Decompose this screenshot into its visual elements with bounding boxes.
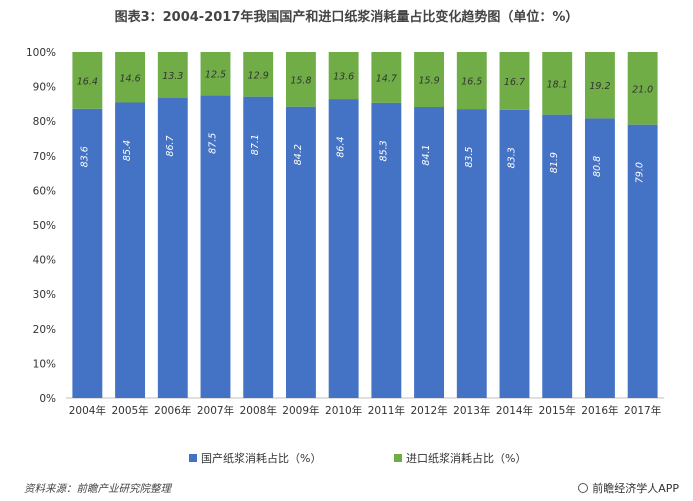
chart-svg: 0% 10% 20% 30% 40% 50% 60% 70% 80% 90% 100% 2004年 20… [26, 47, 664, 417]
bar-domestic [72, 108, 103, 398]
bar-domestic [200, 95, 231, 398]
data-label-import: 12.9 [248, 70, 269, 81]
data-label-domestic: 86.4 [336, 136, 347, 157]
x-tick-label: 2017年 [624, 404, 661, 417]
data-label-import: 21.0 [632, 84, 653, 95]
bar-import [115, 52, 146, 103]
bar-domestic [456, 109, 487, 398]
y-tick-label: 30% [33, 289, 56, 301]
legend-swatch-import [394, 454, 402, 462]
bar-domestic [542, 114, 573, 398]
data-label-domestic: 81.9 [549, 152, 560, 173]
data-label-import: 14.7 [376, 73, 397, 84]
data-label-import: 16.7 [504, 77, 525, 88]
bar-import [72, 52, 103, 109]
bar-domestic [371, 102, 402, 398]
bar-domestic [328, 99, 359, 398]
x-tick-label: 2013年 [453, 404, 490, 417]
legend-label-import: 进口纸浆消耗占比（%） [406, 452, 527, 465]
data-label-import: 13.6 [333, 72, 354, 83]
bar-import [157, 52, 188, 99]
x-tick-label: 2011年 [368, 404, 405, 417]
y-tick-label: 70% [33, 151, 56, 163]
data-label-domestic: 84.2 [293, 144, 304, 165]
brand-logo-icon [578, 483, 589, 493]
bar-import [456, 52, 487, 110]
x-tick-label: 2012年 [410, 404, 447, 417]
x-tick-label: 2014年 [496, 404, 533, 417]
legend-swatch-domestic [189, 454, 197, 462]
data-label-import: 15.8 [290, 75, 311, 86]
data-label-domestic: 87.5 [208, 133, 219, 154]
data-label-domestic: 84.1 [421, 144, 432, 165]
data-label-domestic: 79.0 [635, 162, 646, 183]
brand-mark: 前瞻经济学人APP [578, 480, 679, 496]
bar-import [499, 52, 530, 110]
bar-domestic [414, 107, 445, 398]
y-tick-label: 10% [33, 358, 56, 370]
data-label-domestic: 83.3 [507, 147, 518, 168]
data-label-import: 12.5 [205, 70, 226, 81]
bar-domestic [157, 98, 188, 398]
y-tick-label: 20% [33, 324, 56, 336]
data-label-import: 14.6 [119, 73, 140, 84]
y-tick-label: 80% [33, 116, 56, 128]
y-tick-label: 40% [33, 255, 56, 267]
source-note: 资料来源：前瞻产业研究院整理 [24, 483, 171, 495]
data-label-import: 13.3 [162, 71, 183, 82]
bar-import [627, 52, 658, 125]
data-label-import: 16.5 [461, 77, 482, 88]
y-tick-label: 60% [33, 185, 56, 197]
data-label-domestic: 85.3 [378, 140, 389, 161]
y-tick-label: 0% [39, 393, 56, 405]
bar-import [542, 52, 573, 115]
legend: 国产纸浆消耗占比（%） 进口纸浆消耗占比（%） [0, 450, 693, 466]
brand-label: 前瞻经济学人APP [592, 482, 679, 495]
x-tick-label: 2006年 [154, 404, 191, 417]
bar-import [371, 52, 402, 103]
bar-domestic [627, 124, 658, 398]
bar-import [285, 52, 316, 107]
x-tick-label: 2007年 [197, 404, 234, 417]
bar-import [584, 52, 615, 119]
data-label-import: 18.1 [547, 79, 568, 90]
data-label-import: 16.4 [77, 76, 98, 87]
bar-domestic [499, 109, 530, 399]
x-tick-label: 2004年 [69, 404, 106, 417]
legend-item-domestic: 国产纸浆消耗占比（%） [189, 450, 321, 466]
bar-import [243, 52, 274, 97]
bar-import [414, 52, 445, 108]
bar-domestic [115, 102, 146, 399]
data-label-domestic: 83.5 [464, 147, 475, 168]
x-tick-label: 2008年 [240, 404, 277, 417]
data-label-domestic: 86.7 [165, 135, 176, 156]
data-label-domestic: 80.8 [592, 156, 603, 177]
data-label-domestic: 87.1 [250, 134, 261, 155]
bar-domestic [285, 106, 316, 398]
legend-label-domestic: 国产纸浆消耗占比（%） [201, 452, 322, 465]
x-tick-label: 2009年 [282, 404, 319, 417]
x-tick-label: 2016年 [581, 404, 618, 417]
x-tick-label: 2010年 [325, 404, 362, 417]
y-tick-label: 100% [26, 47, 56, 59]
x-tick-label: 2005年 [111, 404, 148, 417]
bar-domestic [243, 96, 274, 398]
x-tick-label: 2015年 [539, 404, 576, 417]
chart-title: 图表3：2004-2017年我国国产和进口纸浆消耗量占比变化趋势图（单位：%） [114, 10, 579, 25]
legend-item-import: 进口纸浆消耗占比（%） [394, 450, 526, 466]
y-tick-label: 50% [33, 220, 56, 232]
bar-import [328, 52, 359, 100]
bar-import [200, 52, 231, 96]
y-tick-label: 90% [33, 82, 56, 94]
data-label-import: 19.2 [589, 81, 610, 92]
bar-domestic [584, 118, 615, 398]
data-label-domestic: 83.6 [79, 146, 90, 167]
data-label-domestic: 85.4 [122, 140, 133, 161]
data-label-import: 15.9 [418, 76, 439, 87]
